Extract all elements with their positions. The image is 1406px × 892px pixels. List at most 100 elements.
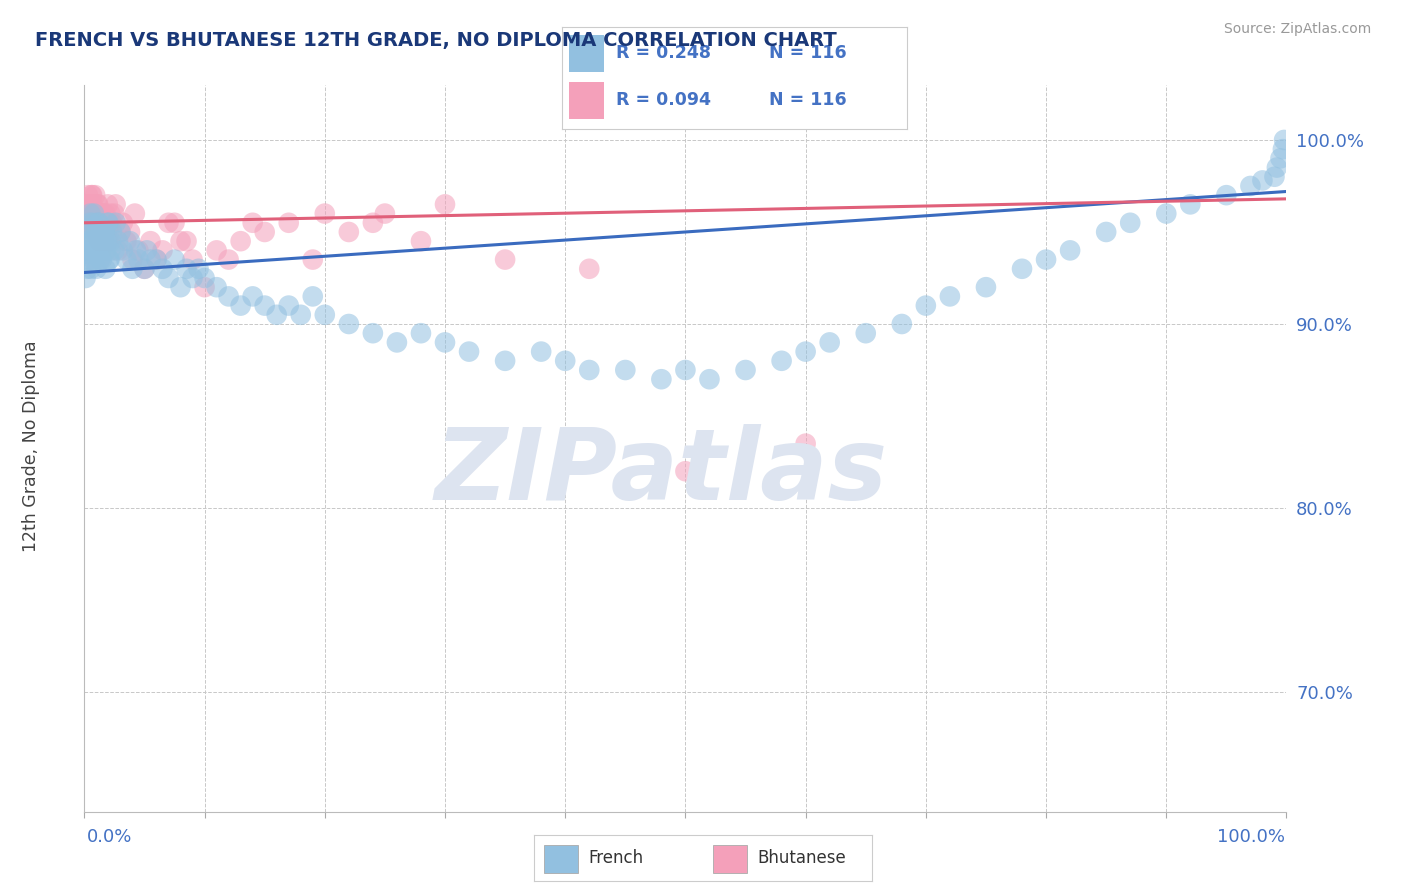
Point: [77, 244, 100, 258]
Point: [1270, 152, 1292, 166]
Point: [277, 216, 299, 230]
Point: [176, 234, 198, 248]
Text: 0.0%: 0.0%: [87, 828, 132, 846]
Point: [96, 225, 118, 239]
Point: [205, 244, 228, 258]
Point: [94, 206, 117, 220]
Point: [97, 216, 120, 230]
Point: [675, 464, 697, 478]
Point: [915, 299, 938, 313]
Point: [75, 244, 97, 258]
Point: [181, 252, 204, 267]
Point: [110, 225, 132, 239]
Point: [1119, 216, 1142, 230]
Point: [82, 216, 104, 230]
Point: [83, 206, 105, 220]
Point: [314, 308, 336, 322]
Point: [578, 261, 600, 276]
Point: [107, 234, 129, 248]
Point: [97, 234, 120, 248]
Point: [83, 206, 105, 220]
Point: [121, 252, 143, 267]
Point: [82, 234, 104, 248]
Point: [855, 326, 877, 341]
Point: [94, 244, 117, 258]
Point: [675, 363, 697, 377]
Point: [218, 289, 240, 303]
Point: [90, 252, 112, 267]
Point: [253, 299, 276, 313]
Point: [242, 289, 264, 303]
Point: [434, 335, 457, 350]
Point: [266, 308, 288, 322]
Point: [98, 225, 121, 239]
Point: [187, 261, 209, 276]
Point: [770, 353, 793, 368]
Point: [100, 234, 122, 248]
Point: [152, 244, 174, 258]
Point: [253, 225, 276, 239]
Point: [1059, 244, 1081, 258]
Point: [890, 317, 912, 331]
Point: [97, 197, 120, 211]
Text: 12th Grade, No Diploma: 12th Grade, No Diploma: [22, 340, 39, 552]
Point: [101, 225, 124, 239]
Point: [127, 252, 149, 267]
Point: [530, 344, 553, 359]
Point: [93, 234, 115, 248]
Point: [337, 317, 360, 331]
Point: [229, 234, 252, 248]
Point: [337, 225, 360, 239]
Bar: [569, 82, 603, 119]
Point: [494, 353, 516, 368]
Text: French: French: [588, 849, 644, 867]
Point: [103, 244, 125, 258]
Point: [1156, 206, 1178, 220]
Point: [86, 261, 108, 276]
Point: [76, 216, 98, 230]
Point: [578, 363, 600, 377]
Point: [242, 216, 264, 230]
Point: [1011, 261, 1033, 276]
Point: [91, 234, 114, 248]
Point: [139, 252, 162, 267]
Point: [121, 261, 143, 276]
Point: [205, 280, 228, 294]
Point: [77, 234, 100, 248]
Point: [82, 197, 104, 211]
Point: [181, 271, 204, 285]
Point: [229, 299, 252, 313]
Point: [91, 216, 114, 230]
Point: [82, 216, 104, 230]
Point: [409, 234, 432, 248]
Point: [77, 197, 100, 211]
Point: [218, 252, 240, 267]
Point: [77, 221, 100, 235]
Point: [89, 244, 111, 258]
Point: [94, 261, 117, 276]
Point: [86, 197, 108, 211]
Point: [127, 244, 149, 258]
Bar: [544, 845, 578, 873]
Text: 100.0%: 100.0%: [1218, 828, 1285, 846]
Point: [79, 225, 101, 239]
Point: [91, 234, 114, 248]
Point: [93, 216, 115, 230]
Point: [169, 280, 191, 294]
Point: [301, 252, 323, 267]
Point: [83, 225, 105, 239]
Point: [77, 216, 100, 230]
Point: [115, 234, 138, 248]
Point: [83, 216, 105, 230]
Point: [1272, 133, 1295, 147]
Point: [101, 216, 124, 230]
Point: [100, 216, 122, 230]
Point: [90, 225, 112, 239]
Point: [554, 353, 576, 368]
Point: [76, 197, 98, 211]
Point: [107, 244, 129, 258]
Point: [135, 244, 157, 258]
Point: [314, 206, 336, 220]
Point: [86, 225, 108, 239]
Point: [82, 252, 104, 267]
